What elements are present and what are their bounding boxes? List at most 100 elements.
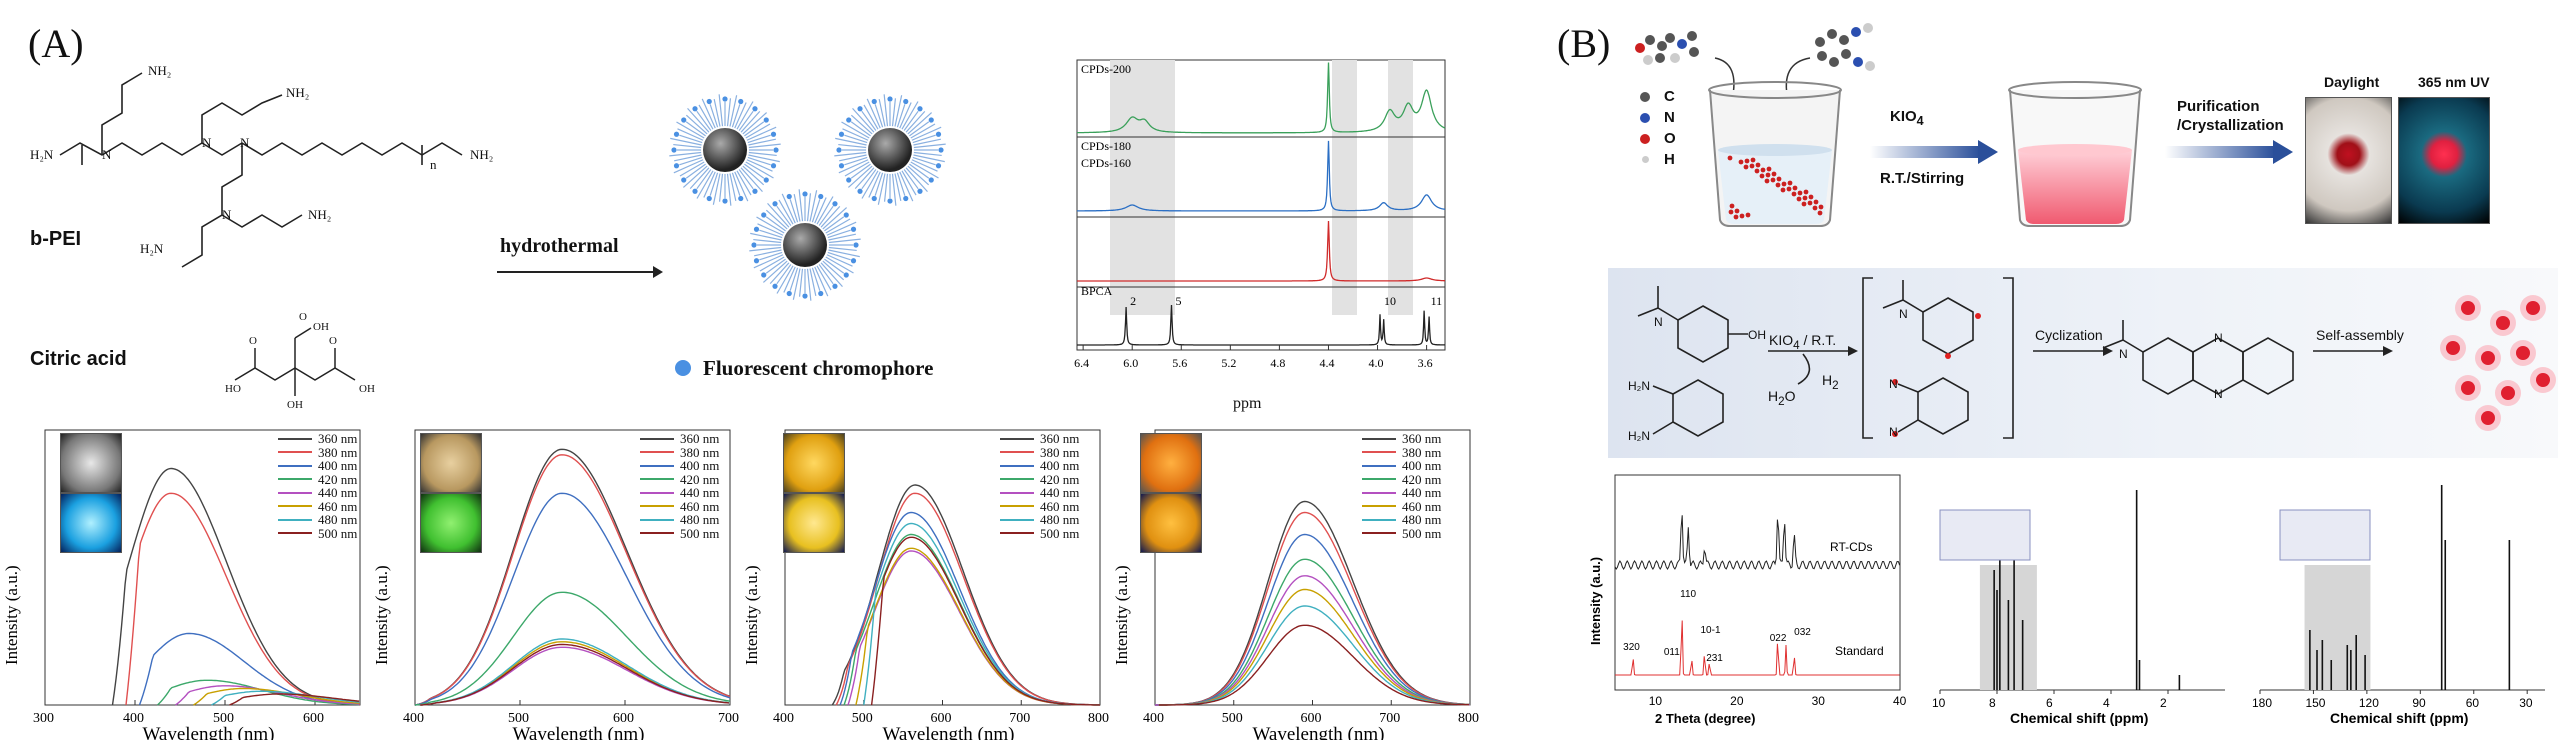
svg-text:N: N: [2214, 331, 2223, 345]
photo-sample-1-uv: [60, 493, 122, 553]
nmr-tick-label: 4.0: [1369, 356, 1384, 370]
legend-swatch: [1000, 532, 1034, 535]
chromophore-dot: [722, 96, 728, 102]
x-tick-label: 500: [213, 711, 234, 726]
legend-label: 480 nm: [318, 512, 358, 527]
x-tick-label: 120: [2359, 696, 2379, 710]
x-tick-label: 6: [2046, 696, 2053, 710]
svg-text:N: N: [102, 147, 112, 162]
legend-entry: 480 nm: [640, 513, 719, 527]
svg-text:N: N: [202, 135, 212, 150]
dot-ligand: [820, 262, 843, 288]
chromophore-dot: [928, 177, 934, 183]
legend-entry: 420 nm: [1362, 472, 1441, 487]
x-tick-label: 700: [1379, 711, 1400, 726]
x-tick-label: 400: [123, 711, 144, 726]
legend-swatch: [1362, 505, 1396, 508]
plot-frame: [414, 429, 731, 706]
atom-ball: [1841, 49, 1851, 59]
chromophore-dot: [935, 131, 942, 137]
carbon-dot-1: [669, 94, 781, 206]
dot-ligand: [744, 163, 765, 179]
chromophore-dot: [673, 131, 680, 137]
chromophore-dot: [838, 163, 845, 169]
atom-ball: [1665, 33, 1675, 43]
reaction-arrow-2: [2165, 140, 2293, 164]
atom-ball: [1829, 57, 1839, 67]
dot-ligand: [814, 197, 827, 224]
dot-ligand: [685, 121, 706, 137]
legend-chart-2: 360 nm 380 nm 400 nm 420 nm 440 nm 460 nm 480 …: [640, 432, 719, 540]
dot-ligand: [811, 199, 821, 223]
nmr-trace-4: [1077, 304, 1445, 346]
dot-ligand: [861, 169, 877, 190]
dot-ligand: [816, 265, 832, 291]
dot-ligand: [669, 151, 702, 157]
x-tick-label: 800: [1088, 711, 1109, 726]
nanoparticle: [2481, 411, 2495, 425]
legend-entry: 400 nm: [640, 459, 719, 473]
chromophore-dot: [681, 177, 687, 183]
dot-ligand: [826, 254, 853, 267]
dot-ligand: [828, 246, 857, 252]
dot-ligand: [701, 98, 716, 129]
dot-ligand: [825, 218, 851, 234]
x-axis-title: Wavelength (nm): [143, 724, 275, 740]
chromophore-dot: [786, 290, 792, 297]
dot-ligand: [913, 154, 945, 163]
molecule-particle: [1817, 210, 1823, 216]
dot-ligand: [747, 134, 771, 144]
dot-ligand: [905, 110, 926, 133]
dot-ligand: [809, 190, 818, 222]
dot-ligand: [907, 165, 930, 186]
dot-ligand: [835, 137, 867, 146]
dot-ligand: [896, 104, 906, 128]
product-beaker: [2008, 81, 2142, 227]
molecule-particle: [1801, 201, 1807, 207]
dot-ligand: [748, 154, 780, 163]
x-tick-label: 600: [931, 711, 952, 726]
nitrogen-atom-icon: [1640, 112, 1650, 123]
dot-ligand: [753, 238, 782, 244]
dot-ligand: [750, 232, 782, 241]
legend-chart-4: 360 nm 380 nm 400 nm 420 nm 440 nm 460 nm 480 …: [1362, 432, 1441, 540]
dot-ligand: [712, 173, 721, 205]
dot-ligand: [912, 156, 936, 166]
nmr-trace-1: [1077, 62, 1446, 134]
dot-ligand: [696, 110, 712, 131]
emission-chart-2: 400 500 600 700 Wavelength (nm) Intensity (a.…: [372, 429, 739, 740]
atom-n-label: N: [1664, 109, 1675, 126]
legend-entry: 420 nm: [278, 472, 357, 487]
bpei-label: b-PEI: [30, 228, 82, 250]
svg-text:N: N: [2119, 347, 2128, 361]
x-tick-label: 30: [1812, 694, 1826, 708]
legend-entry: 460 nm: [1000, 499, 1079, 514]
x-tick-label: 600: [613, 711, 634, 726]
x-tick-label: 40: [1893, 694, 1907, 708]
svg-text:NH₂: NH₂: [286, 85, 309, 100]
svg-text:N: N: [1889, 377, 1898, 391]
chromophore-dot: [738, 195, 744, 202]
atom-ball: [1643, 55, 1653, 65]
xrd-peak-label: 022: [1770, 633, 1787, 644]
dot-ligand: [783, 266, 796, 293]
chromophore-dot: [752, 188, 758, 194]
legend-entry: 380 nm: [1000, 445, 1079, 460]
chromophore-dot: [928, 117, 934, 123]
dot-ligand: [759, 251, 783, 261]
dot-ligand: [834, 151, 867, 157]
dot-ligand: [891, 98, 897, 127]
chromophore-dot: [903, 98, 909, 105]
chromophore-dot: [857, 106, 863, 112]
carbon-dot-3: [749, 189, 861, 301]
photo-sample-1-daylight: [60, 433, 122, 493]
nmr-trace-2: [1077, 140, 1446, 212]
dot-ligand: [838, 143, 867, 149]
atom-ball: [1687, 31, 1697, 41]
dot-ligand: [826, 221, 857, 236]
chromophore-dot: [772, 201, 778, 207]
h1-nmr-chart: 10 8 6 4 2 Chemical shift (ppm): [1932, 490, 2225, 726]
legend-label: 500 nm: [1040, 525, 1080, 541]
dot-ligand: [738, 169, 754, 190]
dot-ligand: [905, 167, 928, 193]
